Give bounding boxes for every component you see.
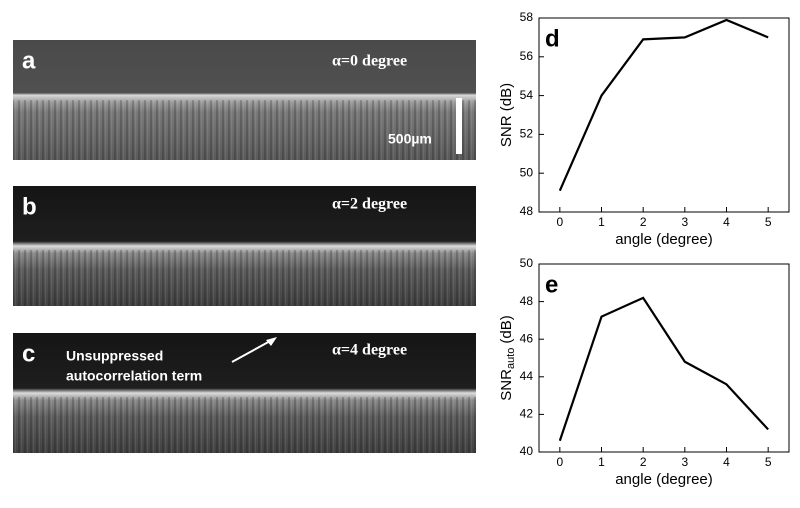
x-tick-label: 0 [556, 455, 563, 469]
plot-frame [538, 17, 790, 213]
panel-label: a [22, 47, 36, 74]
y-tick-label: 54 [520, 88, 534, 102]
x-tick-label: 3 [681, 215, 688, 229]
texture [13, 250, 476, 306]
y-axis-label: SNRauto (dB) [498, 315, 517, 400]
x-axis-label: angle (degree) [615, 471, 713, 488]
y-tick-label: 48 [520, 294, 534, 308]
annotation: autocorrelation term [66, 368, 202, 384]
angle-label: α=4 degree [332, 342, 407, 359]
x-tick-label: 1 [598, 215, 605, 229]
arrow-head [266, 337, 277, 346]
y-tick-label: 52 [520, 127, 534, 141]
image-c: c α=4 degree Unsuppressed autocorrelatio… [13, 333, 476, 453]
x-tick-label: 3 [681, 455, 688, 469]
y-tick-label: 58 [520, 10, 534, 24]
angle-label: α=0 degree [332, 53, 407, 70]
texture [13, 100, 476, 160]
y-tick-label: 50 [520, 256, 534, 270]
y-label-main: SNR (dB) [498, 83, 515, 147]
x-tick-label: 4 [723, 215, 730, 229]
data-line [558, 18, 769, 192]
panel-label: c [22, 340, 35, 367]
x-tick-label: 5 [765, 455, 772, 469]
image-a: a α=0 degree 500µm [13, 40, 476, 160]
y-tick-label: 42 [520, 407, 534, 421]
plot-frame [538, 263, 790, 453]
y-tick-label: 40 [520, 444, 534, 458]
angle-label: α=2 degree [332, 196, 407, 213]
y-tick-label: 56 [520, 49, 534, 63]
x-tick-label: 2 [640, 215, 647, 229]
arrow [231, 339, 273, 363]
panel-label: b [22, 193, 37, 220]
x-tick-label: 1 [598, 455, 605, 469]
annotation: Unsuppressed [66, 348, 163, 364]
x-tick-label: 2 [640, 455, 647, 469]
y-label-sub: auto [505, 348, 517, 369]
y-tick-label: 46 [520, 331, 534, 345]
x-tick-label: 0 [556, 215, 563, 229]
scale-bar [456, 98, 462, 154]
panel-label: e [545, 271, 558, 298]
y-axis-label: SNR (dB) [498, 83, 515, 147]
y-tick-label: 44 [520, 369, 534, 383]
image-b: b α=2 degree [13, 186, 476, 306]
data-line [558, 296, 769, 442]
y-tick-label: 50 [520, 165, 534, 179]
y-label-main: SNR [498, 369, 515, 401]
x-tick-label: 4 [723, 455, 730, 469]
scale-label: 500µm [388, 131, 432, 147]
x-axis-label: angle (degree) [615, 231, 713, 248]
x-tick-label: 5 [765, 215, 772, 229]
panel-label: d [545, 25, 560, 52]
y-tick-label: 48 [520, 204, 534, 218]
texture [13, 397, 476, 453]
y-label-unit: (dB) [498, 315, 515, 343]
